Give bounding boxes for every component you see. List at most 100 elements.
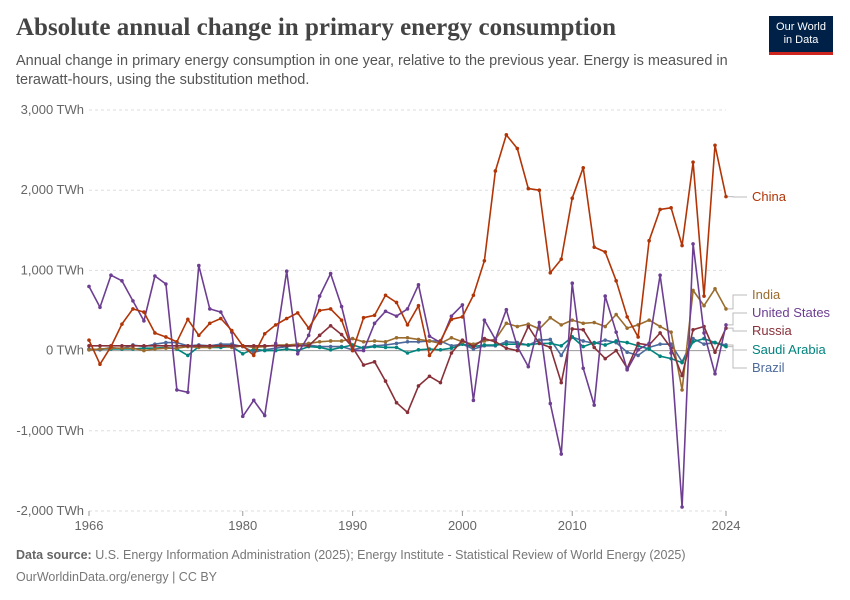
data-point-china (350, 348, 355, 353)
data-point-china (592, 245, 597, 249)
data-point-united-states (482, 318, 487, 322)
data-point-saudi-arabia (581, 344, 586, 349)
data-point-united-states (537, 320, 542, 325)
data-point-russia (218, 343, 223, 348)
data-source-label: Data source: (16, 548, 92, 562)
data-point-saudi-arabia (603, 343, 607, 347)
data-point-saudi-arabia (647, 347, 651, 351)
label-connector-saudi-arabia (728, 346, 747, 351)
data-point-saudi-arabia (713, 340, 717, 345)
series-line-united-states (88, 243, 727, 508)
data-point-russia (339, 332, 344, 337)
data-point-china (647, 238, 651, 243)
data-point-china (427, 353, 432, 358)
data-point-saudi-arabia (405, 351, 410, 355)
data-point-brazil (636, 353, 640, 358)
data-point-india (350, 336, 355, 341)
data-point-india (98, 347, 102, 351)
y-tick-label: 3,000 TWh (21, 102, 84, 117)
data-point-india (691, 288, 695, 293)
data-point-china (438, 339, 443, 343)
data-point-saudi-arabia (372, 344, 377, 349)
data-point-russia (438, 380, 443, 385)
logo-line-2: in Data (783, 34, 819, 46)
data-point-saudi-arabia (449, 346, 454, 350)
data-point-russia (482, 336, 487, 341)
label-connector-united-states (728, 312, 747, 326)
data-point-saudi-arabia (548, 341, 553, 346)
data-point-united-states (713, 372, 717, 376)
data-point-china (504, 133, 509, 137)
data-point-russia (142, 343, 146, 348)
data-point-russia (405, 410, 410, 415)
series-line-china (88, 134, 727, 366)
data-point-india (658, 324, 662, 329)
data-point-united-states (251, 398, 256, 403)
data-point-united-states (131, 299, 135, 303)
data-point-india (669, 330, 673, 334)
data-point-china (603, 250, 607, 254)
data-point-united-states (339, 304, 344, 309)
data-point-india (328, 339, 333, 343)
data-point-china (218, 316, 223, 321)
data-point-india (625, 326, 629, 330)
data-point-russia (680, 373, 684, 378)
data-point-china (449, 317, 454, 322)
data-point-russia (691, 327, 695, 332)
data-point-united-states (471, 398, 476, 403)
data-point-saudi-arabia (724, 344, 728, 349)
data-point-china (460, 315, 465, 319)
data-point-russia (559, 380, 564, 385)
data-point-united-states (603, 294, 607, 298)
data-point-united-states (460, 303, 465, 307)
data-point-united-states (317, 294, 322, 298)
data-point-united-states (625, 368, 629, 372)
data-point-russia (394, 400, 399, 405)
data-point-united-states (581, 366, 586, 371)
data-point-china (229, 328, 234, 333)
data-point-china (614, 279, 618, 283)
data-point-united-states (493, 337, 498, 342)
data-point-saudi-arabia (186, 353, 190, 358)
data-point-united-states (186, 390, 190, 395)
data-point-india (339, 339, 344, 343)
data-point-china (153, 331, 157, 335)
logo-line-1: Our World (776, 21, 826, 33)
data-point-russia (153, 343, 157, 348)
data-point-china (328, 307, 333, 311)
data-point-saudi-arabia (504, 342, 509, 346)
data-point-india (449, 335, 454, 340)
label-connector-russia (728, 327, 747, 332)
data-point-china (262, 331, 267, 336)
data-point-united-states (614, 330, 618, 334)
data-point-china (570, 196, 575, 201)
data-point-india (361, 339, 366, 344)
data-point-saudi-arabia (559, 343, 564, 348)
data-point-united-states (702, 331, 706, 335)
footer-url[interactable]: OurWorldinData.org/energy | CC BY (16, 570, 218, 584)
data-point-brazil (603, 338, 607, 342)
data-point-china (142, 310, 146, 314)
data-point-russia (526, 324, 531, 329)
data-point-saudi-arabia (240, 352, 245, 356)
owid-logo[interactable]: Our World in Data (769, 16, 833, 55)
data-point-saudi-arabia (262, 348, 267, 353)
data-point-china (548, 271, 553, 275)
data-point-india (559, 323, 564, 327)
x-tick-label: 1966 (75, 518, 104, 533)
data-point-united-states (240, 414, 245, 419)
data-point-saudi-arabia (328, 347, 333, 352)
data-point-india (724, 307, 728, 311)
x-tick-label: 2010 (558, 518, 587, 533)
data-point-saudi-arabia (658, 354, 662, 359)
legend-label-united-states: United States (752, 305, 831, 320)
data-point-saudi-arabia (592, 340, 597, 345)
data-point-india (383, 339, 388, 344)
data-point-brazil (581, 339, 586, 343)
data-source: Data source: U.S. Energy Information Adm… (16, 548, 686, 562)
data-point-china (372, 313, 377, 318)
data-point-china (658, 207, 662, 212)
y-tick-label: -2,000 TWh (16, 503, 84, 518)
data-point-united-states (559, 452, 564, 456)
data-point-india (603, 324, 607, 329)
